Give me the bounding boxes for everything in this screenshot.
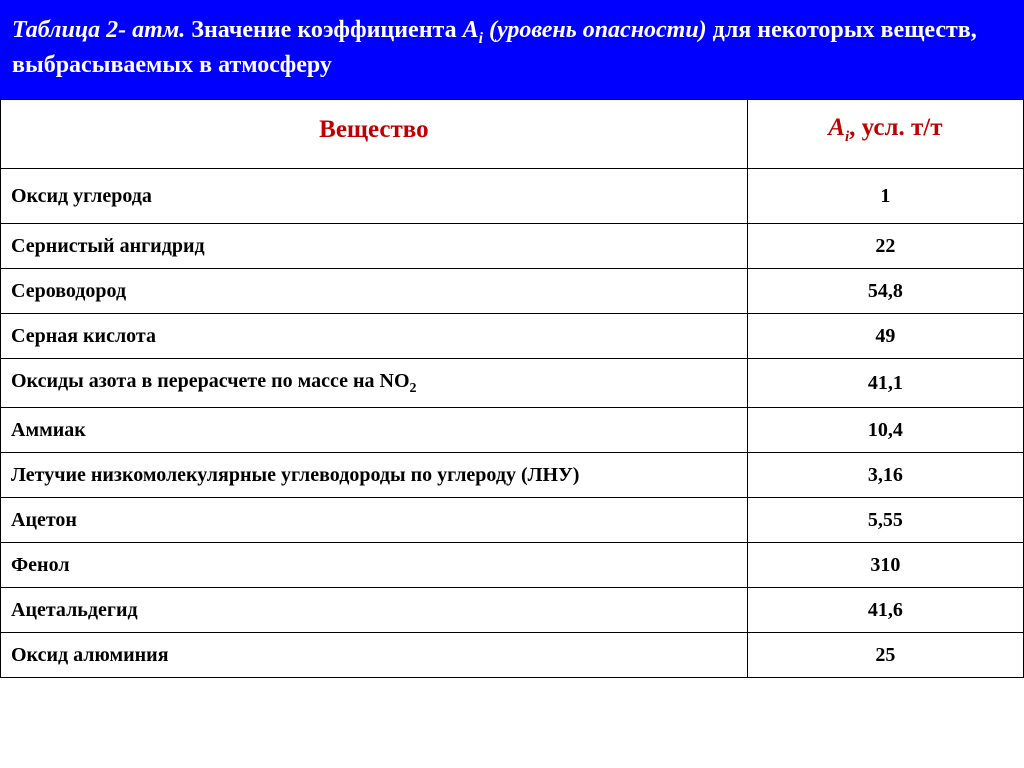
col-header-substance: Вещество <box>1 100 748 169</box>
table-row: Сероводород54,8 <box>1 269 1024 314</box>
coefficient-value: 49 <box>747 314 1023 359</box>
title-part2: (уровень опасности) <box>483 17 707 43</box>
table-row: Ацетальдегид41,6 <box>1 588 1024 633</box>
coefficient-value: 22 <box>747 224 1023 269</box>
substance-name: Фенол <box>1 543 748 588</box>
col-header-coef: Ai, усл. т/т <box>747 100 1023 169</box>
coef-symbol: A <box>828 114 845 141</box>
table-row: Серная кислота49 <box>1 314 1024 359</box>
table-row: Аммиак10,4 <box>1 408 1024 453</box>
coefficient-value: 1 <box>747 169 1023 224</box>
substance-subscript: 2 <box>410 381 417 396</box>
substance-name: Аммиак <box>1 408 748 453</box>
coefficient-value: 310 <box>747 543 1023 588</box>
table-row: Летучие низкомолекулярные углеводороды п… <box>1 453 1024 498</box>
table-row: Оксид углерода1 <box>1 169 1024 224</box>
table-body: Оксид углерода1Сернистый ангидрид22Серов… <box>1 169 1024 678</box>
table-row: Ацетон5,55 <box>1 498 1024 543</box>
substance-name: Сероводород <box>1 269 748 314</box>
coefficient-table: Вещество Ai, усл. т/т Оксид углерода1Сер… <box>0 99 1024 678</box>
title-part1: Значение коэффициента <box>185 17 462 43</box>
substance-name: Оксид алюминия <box>1 633 748 678</box>
coef-suffix: , усл. т/т <box>849 114 942 141</box>
substance-name: Сернистый ангидрид <box>1 224 748 269</box>
substance-name: Оксиды азота в перерасчете по массе на N… <box>1 359 748 408</box>
substance-name: Оксид углерода <box>1 169 748 224</box>
substance-name: Ацетальдегид <box>1 588 748 633</box>
title-coef-symbol: A <box>463 17 479 43</box>
table-row: Сернистый ангидрид22 <box>1 224 1024 269</box>
coefficient-value: 5,55 <box>747 498 1023 543</box>
coefficient-value: 10,4 <box>747 408 1023 453</box>
table-row: Оксид алюминия25 <box>1 633 1024 678</box>
title-banner: Таблица 2- атм. Значение коэффициента Ai… <box>0 0 1024 99</box>
substance-name: Серная кислота <box>1 314 748 359</box>
coefficient-value: 41,6 <box>747 588 1023 633</box>
table-header-row: Вещество Ai, усл. т/т <box>1 100 1024 169</box>
coefficient-value: 3,16 <box>747 453 1023 498</box>
substance-name: Летучие низкомолекулярные углеводороды п… <box>1 453 748 498</box>
coefficient-value: 25 <box>747 633 1023 678</box>
substance-name: Ацетон <box>1 498 748 543</box>
table-row: Оксиды азота в перерасчете по массе на N… <box>1 359 1024 408</box>
coefficient-value: 41,1 <box>747 359 1023 408</box>
table-row: Фенол310 <box>1 543 1024 588</box>
title-prefix: Таблица 2- атм. <box>12 17 185 43</box>
coefficient-value: 54,8 <box>747 269 1023 314</box>
